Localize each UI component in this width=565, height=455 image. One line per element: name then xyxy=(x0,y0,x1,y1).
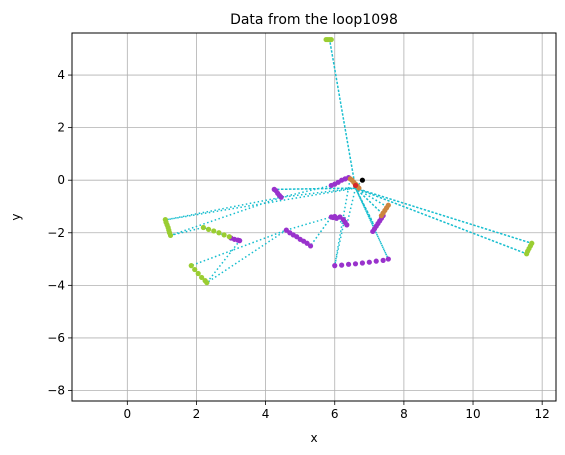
data-point xyxy=(226,234,232,240)
data-point xyxy=(192,266,198,273)
data-point xyxy=(344,222,350,228)
x-tick-label: 2 xyxy=(193,407,201,421)
data-point xyxy=(373,258,379,264)
data-point xyxy=(200,224,206,231)
data-point xyxy=(380,257,386,263)
data-point xyxy=(307,243,314,249)
x-tick-label: 12 xyxy=(535,407,550,421)
data-point xyxy=(221,232,227,238)
data-point xyxy=(328,36,334,43)
data-point xyxy=(352,182,359,189)
data-point xyxy=(345,261,352,267)
data-point xyxy=(332,263,338,269)
y-tick-label: −6 xyxy=(47,331,65,345)
data-point xyxy=(359,260,365,266)
data-points xyxy=(162,36,535,286)
grid xyxy=(72,33,556,401)
data-point xyxy=(199,274,205,281)
data-point xyxy=(205,226,212,232)
data-point xyxy=(359,177,365,183)
x-tick-label: 8 xyxy=(400,407,408,421)
y-axis-label: y xyxy=(9,213,23,220)
data-point xyxy=(385,256,391,262)
chart-title: Data from the loop1098 xyxy=(230,12,398,28)
data-point xyxy=(237,238,243,244)
axis-ticks: 0 2 4 6 8 10 12 −8 −6 −4 −2 0 2 4 xyxy=(47,68,550,421)
data-point xyxy=(195,270,201,277)
data-point xyxy=(278,194,284,200)
x-tick-label: 6 xyxy=(331,407,339,421)
data-point xyxy=(167,232,174,238)
x-tick-label: 4 xyxy=(262,407,270,421)
x-tick-label: 0 xyxy=(123,407,131,421)
data-point xyxy=(366,259,372,265)
data-point xyxy=(188,263,194,269)
y-tick-label: −8 xyxy=(47,383,65,397)
data-point xyxy=(339,262,345,268)
data-point xyxy=(385,202,391,208)
data-point xyxy=(204,280,210,286)
y-tick-label: 2 xyxy=(57,121,65,135)
y-tick-label: −4 xyxy=(47,278,65,292)
data-point xyxy=(211,228,217,234)
plot-frame xyxy=(71,32,557,402)
x-tick-label: 10 xyxy=(465,407,480,421)
y-tick-label: −2 xyxy=(47,226,65,240)
data-point xyxy=(216,230,222,236)
data-point xyxy=(529,240,535,246)
x-axis-label: x xyxy=(310,431,317,445)
y-tick-label: 0 xyxy=(57,173,65,187)
y-tick-label: 4 xyxy=(57,68,65,82)
data-point xyxy=(352,261,359,267)
